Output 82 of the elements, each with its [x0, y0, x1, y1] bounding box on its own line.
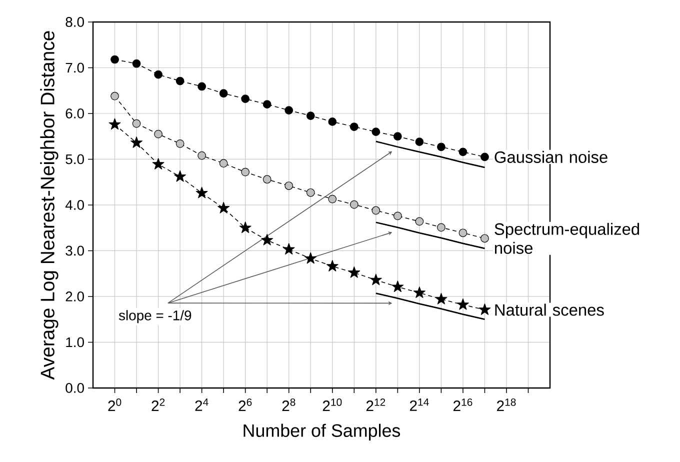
point — [261, 234, 274, 246]
point — [456, 298, 469, 310]
point — [218, 202, 230, 214]
point — [350, 200, 358, 209]
point — [262, 175, 272, 184]
series-label: Gaussian noise — [494, 150, 608, 163]
annotation: slope = -1/9 — [118, 310, 192, 324]
point — [154, 130, 162, 138]
x-axis-title: Number of Samples — [244, 424, 400, 441]
point — [435, 292, 448, 304]
point — [372, 128, 380, 136]
y-tick-label: 3.0 — [66, 246, 84, 256]
y-tick-label: 1.0 — [66, 337, 84, 348]
point — [241, 94, 250, 104]
y-tick-label: 7.0 — [66, 62, 84, 73]
series-label: Natural scenes — [495, 304, 604, 316]
point — [437, 142, 446, 152]
point — [370, 274, 382, 286]
point — [132, 59, 141, 68]
point — [480, 234, 489, 243]
point — [198, 151, 206, 160]
point — [196, 186, 208, 198]
x-tick-label: 2$^{18}$ — [497, 398, 516, 411]
point — [480, 152, 489, 162]
y-tick-label: 5.0 — [66, 154, 84, 164]
point — [219, 159, 228, 168]
point — [458, 148, 468, 156]
point — [176, 139, 184, 148]
x-tick-label: 2$^{16}$ — [453, 398, 472, 411]
point — [219, 89, 228, 98]
point — [372, 206, 380, 215]
point — [415, 217, 424, 226]
point — [328, 194, 337, 204]
y-tick-label: 8.0 — [66, 17, 84, 27]
point — [350, 122, 358, 131]
x-tick-label: 2$^{0}$ — [108, 398, 122, 411]
point — [132, 119, 141, 128]
point — [437, 223, 446, 232]
line-series — [375, 222, 486, 250]
point — [306, 188, 315, 197]
point — [110, 55, 119, 64]
series-label: Spectrum-equalized noise — [494, 222, 640, 254]
point — [130, 136, 143, 148]
point — [108, 118, 121, 130]
point — [282, 243, 295, 254]
line-series — [375, 140, 486, 168]
point — [239, 222, 252, 233]
point — [328, 118, 337, 126]
point — [326, 260, 338, 272]
point — [174, 170, 186, 182]
point — [458, 228, 468, 238]
x-tick-label: 2$^{4}$ — [195, 398, 208, 411]
point — [413, 286, 426, 298]
point — [262, 100, 272, 109]
point — [478, 303, 491, 315]
y-tick-label: 2.0 — [66, 292, 84, 302]
x-tick-label: 2$^{6}$ — [238, 398, 252, 411]
point — [154, 70, 162, 79]
point — [415, 138, 424, 146]
point — [393, 212, 402, 220]
point — [306, 112, 315, 120]
point — [284, 106, 294, 114]
point — [304, 252, 317, 264]
point — [176, 76, 184, 86]
point — [198, 82, 206, 91]
y-tick-label: 4.0 — [65, 200, 84, 210]
y-tick-label: 0.0 — [66, 383, 84, 393]
x-tick-label: 2$^{12}$ — [366, 398, 386, 411]
y-axis-title: Average Log Nearest-Neighbor Distance — [40, 31, 58, 380]
x-tick-label: 2$^{8}$ — [282, 398, 296, 411]
point — [110, 92, 119, 100]
line-series — [375, 292, 486, 320]
x-tick-label: 2$^{2}$ — [152, 398, 165, 411]
point — [348, 266, 360, 278]
x-tick-label: 2$^{10}$ — [322, 398, 342, 411]
point — [393, 132, 402, 141]
x-tick-label: 2$^{14}$ — [410, 398, 429, 411]
y-tick-label: 6.0 — [66, 108, 84, 118]
point — [392, 280, 404, 292]
point — [152, 158, 164, 170]
point — [241, 168, 250, 176]
point — [284, 182, 294, 190]
